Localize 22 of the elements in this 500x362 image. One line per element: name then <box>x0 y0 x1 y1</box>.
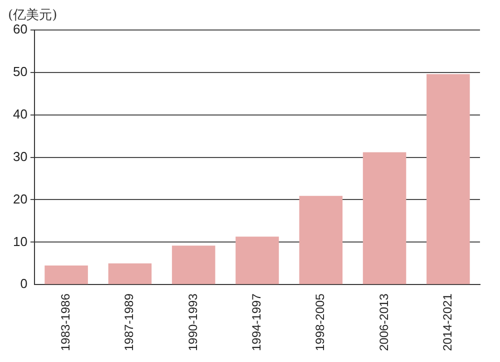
bar <box>426 74 470 284</box>
y-tick-label: 0 <box>20 276 28 292</box>
x-tick-label: 1998-2005 <box>313 293 328 352</box>
bar <box>172 246 216 284</box>
y-axis-title: (亿美元) <box>8 6 58 23</box>
bar <box>299 196 343 284</box>
bar <box>44 266 88 284</box>
x-tick-label: 1990-1993 <box>186 293 200 352</box>
x-tick-label: 1987-1989 <box>122 293 136 352</box>
bar <box>362 152 406 284</box>
y-tick-label: 20 <box>12 191 28 206</box>
y-tick-label: 50 <box>12 64 28 80</box>
bar <box>236 236 279 284</box>
x-tick-label: 1983-1986 <box>58 293 73 352</box>
y-tick-label: 30 <box>12 148 28 164</box>
bar <box>108 263 152 284</box>
y-tick-label: 40 <box>12 106 28 122</box>
y-tick-label: 10 <box>12 234 28 249</box>
x-tick-label: 1994-1997 <box>250 293 264 352</box>
x-tick-label: 2014-2021 <box>440 293 454 352</box>
x-tick-label: 2006-2013 <box>376 293 391 352</box>
y-tick-label: 60 <box>12 22 28 37</box>
